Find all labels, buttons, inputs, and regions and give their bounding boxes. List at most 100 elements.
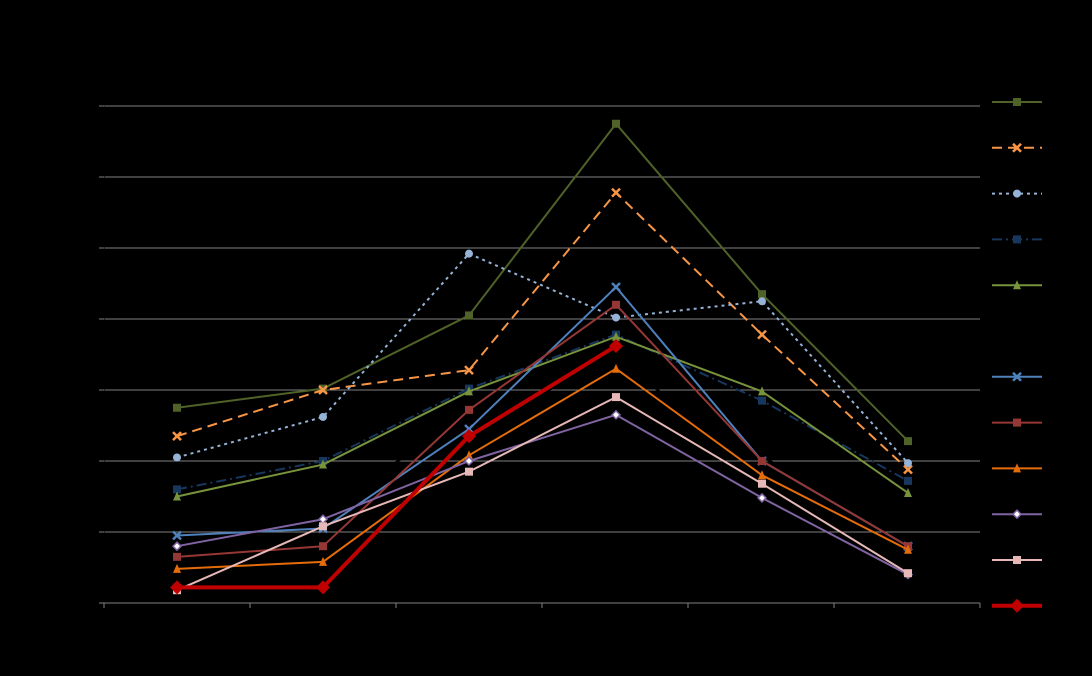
data-point-stroke [1012, 371, 1022, 382]
legend-entry-6 [992, 326, 1042, 336]
series-3 [173, 249, 912, 468]
data-point [319, 542, 327, 551]
data-point-stroke [903, 464, 913, 475]
data-point [173, 403, 181, 412]
data-point [757, 329, 767, 340]
data-point [609, 338, 623, 353]
data-point [318, 497, 328, 508]
series-9 [173, 363, 912, 573]
data-point [1013, 98, 1021, 106]
data-point-stroke [464, 365, 474, 376]
data-point [904, 487, 912, 497]
legend-entry-1 [992, 98, 1042, 106]
series-line [176, 303, 909, 558]
data-point [465, 249, 473, 258]
data-point [612, 363, 620, 373]
data-point [318, 385, 328, 395]
data-point [758, 290, 766, 299]
data-point [319, 412, 327, 421]
data-point [903, 464, 913, 475]
legend-entry-9 [992, 463, 1042, 473]
data-point [171, 541, 183, 552]
data-point [1013, 235, 1021, 244]
series-1 [173, 119, 912, 446]
data-point [611, 282, 621, 292]
data-point [319, 556, 327, 566]
data-point [172, 530, 182, 541]
data-point [612, 119, 620, 128]
data-point [612, 313, 620, 322]
series-lines [170, 119, 914, 595]
data-point [317, 514, 329, 525]
legend-entry-11 [992, 556, 1042, 564]
series-5 [173, 331, 912, 501]
data-point [465, 405, 473, 414]
data-point [611, 187, 621, 198]
data-point [1013, 463, 1021, 473]
series-12 [170, 338, 623, 595]
data-point [1011, 509, 1023, 520]
data-point [173, 485, 181, 494]
data-point [904, 569, 912, 578]
data-point-stroke [318, 385, 328, 395]
data-point [758, 479, 766, 488]
data-point-stroke [757, 329, 767, 340]
data-point [610, 409, 622, 420]
data-point [1013, 189, 1021, 198]
data-point [173, 491, 181, 501]
data-point [462, 429, 476, 444]
data-point [1010, 598, 1024, 613]
data-point [464, 416, 474, 427]
data-point [904, 544, 912, 554]
data-point [904, 437, 912, 446]
legend-entry-8 [992, 418, 1042, 427]
data-point-stroke [611, 187, 621, 198]
data-point [1012, 326, 1022, 336]
data-point [464, 424, 474, 434]
data-point [1012, 371, 1022, 382]
legend-entry-7 [992, 371, 1042, 382]
legend [992, 98, 1042, 613]
data-point [465, 450, 473, 460]
series-line [176, 335, 909, 498]
data-point [172, 521, 182, 532]
data-point [1013, 418, 1021, 427]
series-line [176, 252, 909, 464]
data-point [758, 457, 766, 465]
data-point [903, 518, 913, 529]
series-2 [172, 187, 913, 475]
legend-entry-5 [992, 280, 1042, 290]
series-line [176, 367, 909, 570]
data-point [465, 467, 473, 476]
series-line [177, 344, 618, 590]
data-point [465, 386, 473, 396]
data-point [611, 358, 621, 369]
legend-entry-10 [992, 509, 1042, 520]
series-6 [172, 358, 913, 532]
legend-entry-4 [992, 235, 1042, 244]
data-point [170, 580, 184, 595]
data-point [465, 311, 473, 320]
data-point-stroke [172, 431, 182, 442]
legend-entry-2 [992, 142, 1042, 153]
data-point-stroke [464, 424, 474, 434]
data-point-stroke [611, 282, 621, 292]
data-point [904, 476, 912, 485]
data-point [612, 300, 620, 309]
title-fragment [0, 0, 1092, 6]
data-point [758, 297, 766, 306]
data-point [173, 453, 181, 462]
data-point-stroke [172, 530, 182, 541]
data-point [464, 365, 474, 376]
series-line [176, 362, 909, 528]
data-point [172, 431, 182, 442]
data-point [319, 522, 327, 531]
series-8 [173, 300, 912, 561]
series-7 [172, 282, 913, 552]
series-line [176, 333, 909, 491]
series-line [176, 396, 909, 592]
data-point [1012, 142, 1022, 153]
data-point [463, 455, 475, 467]
data-point [758, 470, 766, 480]
